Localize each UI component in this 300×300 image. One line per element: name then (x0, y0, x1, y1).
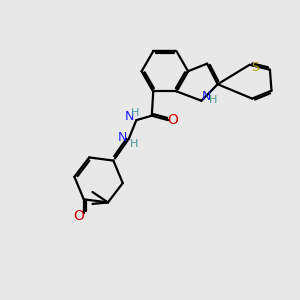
Text: N: N (118, 131, 127, 145)
Text: S: S (251, 61, 259, 74)
Text: N: N (125, 110, 134, 123)
Text: H: H (208, 95, 217, 105)
Text: N: N (202, 90, 212, 103)
Text: O: O (73, 209, 84, 223)
Text: O: O (168, 113, 178, 127)
Text: H: H (131, 108, 139, 118)
Text: H: H (130, 139, 138, 149)
